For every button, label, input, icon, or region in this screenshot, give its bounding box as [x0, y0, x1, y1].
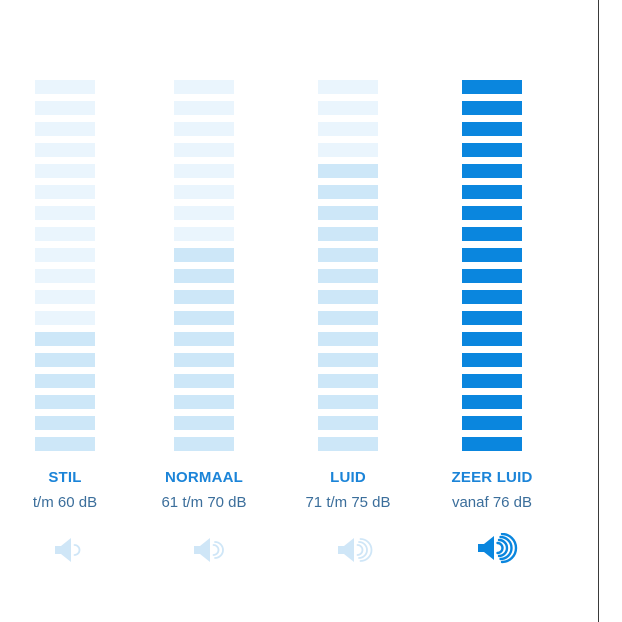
meter-segment	[462, 227, 522, 241]
meter-segment	[462, 185, 522, 199]
meter-segment	[35, 332, 95, 346]
meter-segment	[318, 395, 378, 409]
meter-segment	[174, 164, 234, 178]
meter-segment	[462, 395, 522, 409]
level-range: 71 t/m 75 dB	[305, 494, 391, 511]
level-name: ZEER LUID	[451, 469, 533, 486]
meter-segment	[318, 248, 378, 262]
meter-segment	[174, 206, 234, 220]
meter-segment	[35, 101, 95, 115]
volume-meter	[174, 80, 234, 451]
meter-segment	[35, 416, 95, 430]
meter-segment	[35, 248, 95, 262]
meter-segment	[462, 416, 522, 430]
meter-segment	[174, 311, 234, 325]
meter-segment	[462, 311, 522, 325]
right-divider	[598, 0, 599, 622]
meter-segment	[35, 374, 95, 388]
meter-segment	[174, 122, 234, 136]
meter-segment	[35, 227, 95, 241]
meter-segment	[174, 101, 234, 115]
meter-segment	[174, 416, 234, 430]
meter-segment	[35, 143, 95, 157]
level-column-zeer-luid: ZEER LUID vanaf 76 dB	[427, 80, 557, 567]
meter-segment	[174, 332, 234, 346]
level-name: NORMAAL	[164, 469, 244, 486]
level-column-normaal: NORMAAL 61 t/m 70 dB	[139, 80, 269, 567]
meter-segment	[462, 374, 522, 388]
meter-segment	[318, 332, 378, 346]
meter-segment	[174, 185, 234, 199]
meter-segment	[318, 122, 378, 136]
meter-segment	[35, 437, 95, 451]
meter-segment	[462, 269, 522, 283]
level-name: LUID	[330, 469, 366, 486]
meter-segment	[174, 437, 234, 451]
meter-segment	[35, 122, 95, 136]
volume-meter	[462, 80, 522, 451]
meter-segment	[462, 353, 522, 367]
meter-segment	[318, 353, 378, 367]
volume-meter	[35, 80, 95, 451]
meter-segment	[318, 80, 378, 94]
meter-segment	[318, 311, 378, 325]
speaker-2-waves-icon	[194, 538, 224, 562]
level-range: vanaf 76 dB	[451, 494, 533, 511]
meter-segment	[174, 353, 234, 367]
speaker-1-wave-icon	[55, 538, 81, 562]
meter-segment	[462, 290, 522, 304]
level-name: STIL	[48, 469, 82, 486]
meter-segment	[35, 269, 95, 283]
meter-segment	[318, 269, 378, 283]
volume-meter	[318, 80, 378, 451]
meter-segment	[318, 437, 378, 451]
meter-segment	[318, 101, 378, 115]
meter-segment	[462, 101, 522, 115]
meter-segment	[462, 248, 522, 262]
meter-segment	[174, 395, 234, 409]
meter-segment	[318, 164, 378, 178]
speaker-4-waves-icon	[478, 533, 518, 564]
meter-segment	[318, 374, 378, 388]
meter-segment	[174, 227, 234, 241]
meter-segment	[462, 164, 522, 178]
meter-segment	[174, 290, 234, 304]
meter-segment	[318, 227, 378, 241]
meter-segment	[462, 122, 522, 136]
meter-segment	[318, 185, 378, 199]
level-column-luid: LUID 71 t/m 75 dB	[283, 80, 413, 567]
meter-segment	[462, 206, 522, 220]
level-range: 61 t/m 70 dB	[161, 494, 247, 511]
meter-segment	[35, 80, 95, 94]
meter-segment	[318, 290, 378, 304]
meter-segment	[318, 206, 378, 220]
meter-segment	[174, 374, 234, 388]
meter-segment	[174, 248, 234, 262]
meter-segment	[35, 395, 95, 409]
meter-segment	[318, 143, 378, 157]
meter-segment	[35, 206, 95, 220]
meter-segment	[462, 437, 522, 451]
meter-segment	[35, 290, 95, 304]
meter-segment	[35, 164, 95, 178]
level-range: t/m 60 dB	[32, 494, 98, 511]
meter-segment	[35, 353, 95, 367]
meter-segment	[35, 185, 95, 199]
speaker-3-waves-icon	[338, 538, 373, 562]
level-column-stil: STIL t/m 60 dB	[0, 80, 130, 567]
meter-segment	[35, 311, 95, 325]
meter-segment	[462, 80, 522, 94]
meter-segment	[174, 143, 234, 157]
meter-segment	[462, 143, 522, 157]
meter-segment	[174, 269, 234, 283]
meter-segment	[318, 416, 378, 430]
meter-segment	[174, 80, 234, 94]
meter-segment	[462, 332, 522, 346]
